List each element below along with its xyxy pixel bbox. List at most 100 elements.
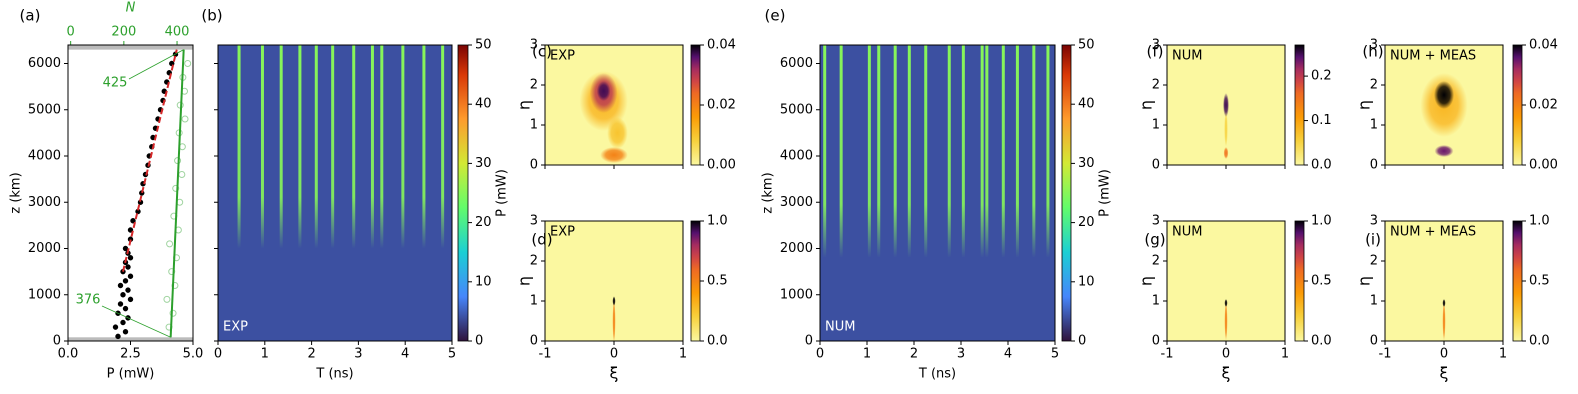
streak xyxy=(352,45,356,249)
y-tick-label: 0 xyxy=(530,158,538,173)
open-point xyxy=(178,171,186,178)
x-tick-label: 0 xyxy=(610,347,618,362)
plot-area xyxy=(545,221,683,341)
x-tick-label: 1 xyxy=(1281,347,1289,362)
panel-label: (g) xyxy=(1144,231,1165,249)
panel: 0.00 0.02 0.04 NUM + MEAS 0 1 2 3 η (h) xyxy=(1355,38,1558,173)
inset-label: NUM + MEAS xyxy=(1390,225,1476,240)
x-tick-label: 1 xyxy=(863,347,871,362)
heat-peak xyxy=(1433,81,1455,109)
plot-area xyxy=(68,45,193,341)
heat-peak xyxy=(1223,93,1229,117)
annotation: 376 xyxy=(76,293,101,308)
colorbar-tick-label: 40 xyxy=(475,97,492,112)
point xyxy=(112,324,119,330)
colorbar-label: P (mW) xyxy=(1098,169,1113,217)
colorbar xyxy=(690,44,701,166)
colorbar-tick-label: 0.5 xyxy=(1311,274,1332,289)
y-tick-label: 0 xyxy=(1370,334,1378,349)
heat-peak xyxy=(607,117,628,149)
open-point xyxy=(184,60,192,67)
x-tick-label: 0.0 xyxy=(58,347,79,362)
colorbar-label: P (mW) xyxy=(495,169,510,217)
plot-area xyxy=(1385,221,1503,341)
colorbar-tick-label: 0.04 xyxy=(1529,38,1558,53)
x-tick-label: 0 xyxy=(816,347,824,362)
y-tick-label: 2 xyxy=(530,254,538,269)
colorbar-tick-label: 1.0 xyxy=(1311,214,1332,229)
streak xyxy=(237,45,241,249)
streak xyxy=(961,45,965,258)
streak xyxy=(839,45,843,258)
y-tick-label: 2 xyxy=(1370,254,1378,269)
point xyxy=(122,305,129,312)
colorbar-tick-label: 20 xyxy=(475,215,492,230)
point xyxy=(127,227,134,233)
y-tick-label: 3 xyxy=(530,38,538,53)
streak xyxy=(380,45,384,249)
axes-frame xyxy=(217,44,453,342)
point xyxy=(127,296,134,303)
inset-label: NUM xyxy=(1172,225,1202,240)
panel-label: (i) xyxy=(1365,231,1381,249)
streak xyxy=(1001,45,1005,258)
y-tick-label: 1 xyxy=(1370,118,1378,133)
y-tick-label: 0 xyxy=(805,334,813,349)
point xyxy=(122,278,129,284)
colorbar-tick-label: 0.2 xyxy=(1311,69,1332,84)
streak xyxy=(947,45,951,258)
inset-label: NUM xyxy=(825,320,855,335)
colorbar-tick-label: 30 xyxy=(1078,156,1095,171)
x2-tick-label: 0 xyxy=(67,25,75,40)
heat-peak xyxy=(612,299,616,341)
x2-tick-label: 200 xyxy=(111,25,136,40)
streak xyxy=(1046,45,1050,258)
y-tick-label: 4000 xyxy=(780,149,813,164)
y-tick-label: 1000 xyxy=(780,287,813,302)
colorbar-tick-label: 0.04 xyxy=(707,38,736,53)
y-tick-label: 0 xyxy=(53,334,61,349)
open-point xyxy=(171,282,179,289)
x-axis-label: T (ns) xyxy=(918,367,956,382)
colorbar-tick-label: 1.0 xyxy=(1529,214,1550,229)
panel-label: (f) xyxy=(1147,43,1164,61)
plot-area xyxy=(1167,45,1285,165)
y-tick-label: 2 xyxy=(1152,254,1160,269)
colorbar-tick-label: 10 xyxy=(1078,274,1095,289)
y-tick-label: 2 xyxy=(530,78,538,93)
inset-label: EXP xyxy=(550,49,575,64)
x-tick-label: -1 xyxy=(1161,347,1174,362)
colorbar-tick-label: 0.0 xyxy=(707,334,728,349)
open-point xyxy=(169,309,177,317)
y-axis-label: η xyxy=(1355,276,1374,286)
x-axis-label: P (mW) xyxy=(107,367,155,382)
x-tick-label: 4 xyxy=(1004,347,1012,362)
y-axis-label: z (km) xyxy=(761,172,776,213)
streak xyxy=(985,45,989,258)
open-point xyxy=(172,184,180,192)
point xyxy=(122,245,129,252)
x-tick-label: 4 xyxy=(401,347,409,362)
x-tick-label: 1 xyxy=(261,347,269,362)
y-tick-label: 6000 xyxy=(780,56,813,71)
colorbar-tick-label: 0.00 xyxy=(707,158,736,173)
plot-area xyxy=(1167,221,1285,341)
panel-label: (h) xyxy=(1362,43,1383,61)
heat-peak xyxy=(1442,301,1446,341)
panel: 0 200 400 N 425 376 0.0 2.5 5.0 0 1000 2000 3000 4000… xyxy=(9,1,204,382)
y-axis-label: η xyxy=(515,276,534,286)
heat-peak xyxy=(1224,111,1228,147)
panel-label: (a) xyxy=(20,7,41,25)
streak xyxy=(823,45,827,258)
colorbar xyxy=(1061,44,1072,342)
x-tick-label: 1 xyxy=(1499,347,1507,362)
plot-area xyxy=(1385,45,1503,165)
colorbar xyxy=(457,44,469,342)
colorbar-tick-label: 0 xyxy=(1078,334,1086,349)
y-tick-label: 4000 xyxy=(28,149,61,164)
heat-peak xyxy=(1223,147,1229,159)
colorbar-tick-label: 30 xyxy=(475,156,492,171)
axes-frame xyxy=(819,44,1056,342)
